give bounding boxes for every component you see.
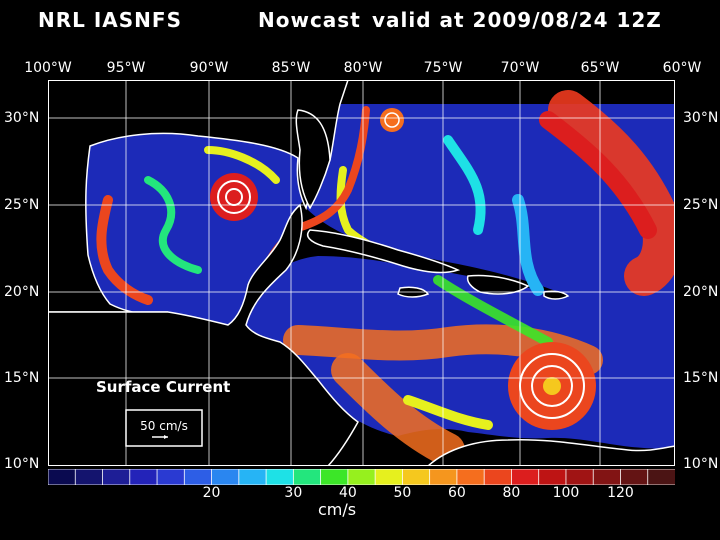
lat-lon-grid xyxy=(48,80,675,466)
lat-label: 10°N xyxy=(683,456,719,472)
colorbar-units: cm/s xyxy=(317,500,357,519)
colorbar-tick-label: 100 xyxy=(552,485,580,501)
colorbar-swatch xyxy=(156,469,186,485)
hispaniola xyxy=(466,274,530,295)
current-feature xyxy=(331,353,465,466)
colorbar-swatch xyxy=(374,469,404,485)
current-feature xyxy=(443,135,486,235)
lat-label: 15°N xyxy=(4,370,40,386)
current-feature xyxy=(403,395,493,430)
lat-label: 15°N xyxy=(683,370,719,386)
colorbar-tick-label: 50 xyxy=(393,485,412,501)
lon-label: 100°W xyxy=(24,60,72,76)
current-feature xyxy=(539,111,657,239)
lon-label: 85°W xyxy=(271,60,311,76)
hurricane-eddy xyxy=(508,342,596,430)
lat-label: 20°N xyxy=(4,284,40,300)
florida-peninsula xyxy=(295,109,331,210)
colorbar-tick-label: 40 xyxy=(338,485,357,501)
lat-label: 25°N xyxy=(683,197,719,213)
colorbar-swatch xyxy=(211,469,240,485)
current-feature xyxy=(96,195,153,305)
colorbar-swatch xyxy=(74,469,104,485)
colorbar-swatch xyxy=(292,469,322,485)
valid-time: valid at 2009/08/24 12Z xyxy=(372,8,662,32)
colorbar-tick-label: 20 xyxy=(202,485,221,501)
lat-label: 30°N xyxy=(4,110,40,126)
lat-label: 10°N xyxy=(4,456,40,472)
current-feature xyxy=(548,90,675,296)
current-feature xyxy=(144,176,202,274)
forecast-type: Nowcast xyxy=(258,8,361,32)
colorbar-swatch xyxy=(238,469,267,485)
map-title: NRL IASNFS Nowcast valid at 2009/08/24 1… xyxy=(0,8,720,38)
lon-label: 95°W xyxy=(106,60,146,76)
colorbar-swatch xyxy=(429,469,458,485)
colorbar xyxy=(48,469,675,485)
colorbar-swatch xyxy=(102,469,131,485)
colorbar-tick-label: 60 xyxy=(447,485,466,501)
colorbar-tick-label: 120 xyxy=(607,485,634,501)
current-speed-map: Surface Current 50 cm/s xyxy=(48,80,675,466)
lon-label: 75°W xyxy=(423,60,463,76)
colorbar-swatch xyxy=(565,469,595,485)
loop-current-eddy xyxy=(210,173,258,221)
lon-label: 60°W xyxy=(662,60,702,76)
lat-label: 20°N xyxy=(683,284,719,300)
colorbar-swatch xyxy=(483,469,513,485)
colorbar-swatch xyxy=(647,469,675,485)
lon-label: 90°W xyxy=(189,60,229,76)
lat-label: 25°N xyxy=(4,197,40,213)
colorbar-tick-label: 30 xyxy=(284,485,303,501)
arrowhead-icon xyxy=(164,435,168,439)
vector-scale-box: 50 cm/s xyxy=(125,409,203,447)
lon-label: 65°W xyxy=(580,60,620,76)
colorbar-swatch xyxy=(183,469,213,485)
colorbar-swatch xyxy=(320,469,349,485)
colorbar-swatch xyxy=(456,469,486,485)
puerto-rico xyxy=(543,290,570,300)
variable-label: Surface Current xyxy=(96,378,230,396)
colorbar-swatch xyxy=(511,469,540,485)
colorbar-swatch xyxy=(538,469,567,485)
lon-label: 80°W xyxy=(343,60,383,76)
vector-scale-label: 50 cm/s xyxy=(140,419,188,433)
lon-label: 70°W xyxy=(500,60,540,76)
colorbar-tick-label: 80 xyxy=(502,485,521,501)
map-frame xyxy=(48,80,675,466)
colorbar-swatch xyxy=(129,469,158,485)
lat-label: 30°N xyxy=(683,110,719,126)
gulf-stream-eddy xyxy=(380,108,404,132)
colorbar-swatch xyxy=(592,469,622,485)
south-america-coast xyxy=(426,438,675,466)
colorbar-swatch xyxy=(347,469,377,485)
current-feature xyxy=(204,146,280,184)
colorbar-swatch xyxy=(401,469,431,485)
model-name: NRL IASNFS xyxy=(38,8,182,32)
colorbar-swatch xyxy=(265,469,295,485)
colorbar-swatch xyxy=(48,469,77,485)
colorbar-swatch xyxy=(620,469,649,485)
current-feature xyxy=(433,275,553,347)
cuba xyxy=(306,229,461,274)
